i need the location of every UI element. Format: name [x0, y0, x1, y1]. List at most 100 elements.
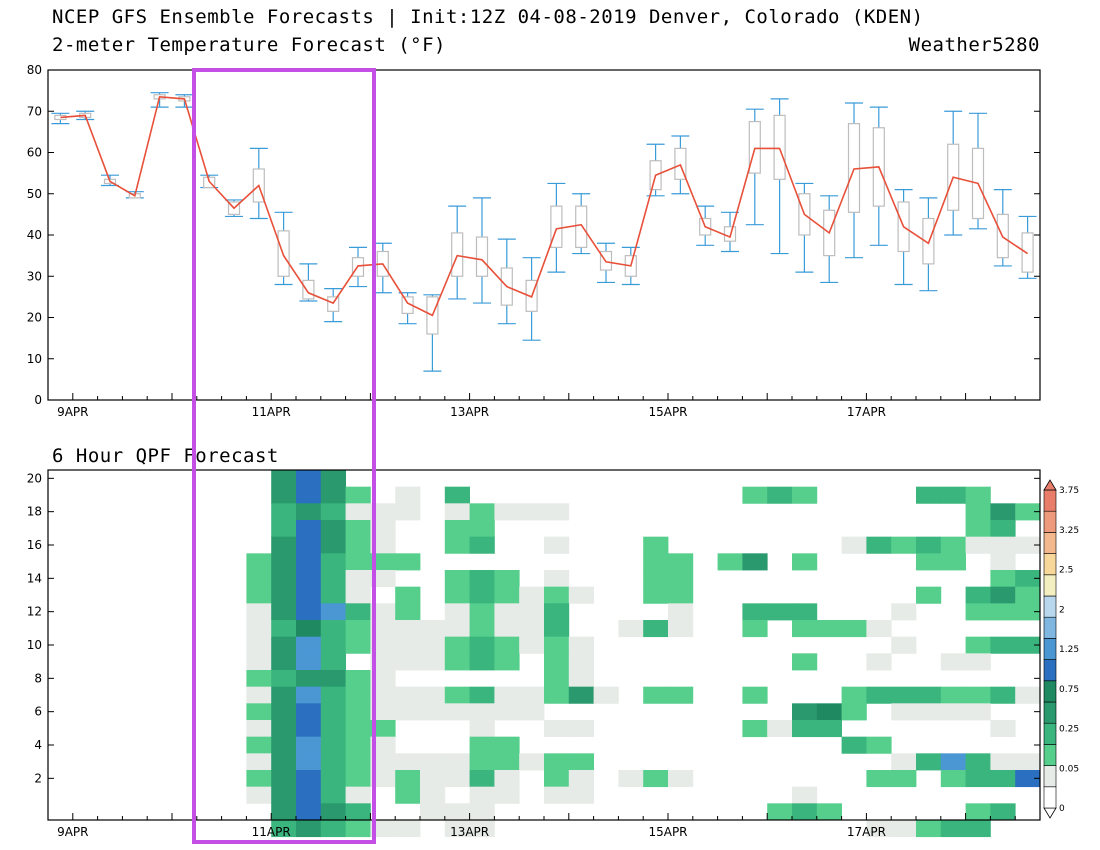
qpf-cell	[395, 786, 421, 804]
qpf-cell	[792, 486, 818, 504]
qpf-cell	[494, 686, 520, 704]
qpf-cell	[296, 603, 322, 621]
qpf-cell	[990, 503, 1016, 521]
qpf-cell	[395, 686, 421, 704]
y-tick-label: 50	[27, 187, 42, 201]
qpf-cell	[271, 470, 297, 488]
colorbar-swatch	[1043, 616, 1057, 639]
qpf-cell	[370, 570, 396, 588]
qpf-cell	[990, 770, 1016, 788]
colorbar-swatch	[1043, 532, 1057, 554]
qpf-cell	[444, 703, 470, 721]
qpf-cell	[395, 820, 421, 838]
ensemble-spread	[398, 292, 417, 325]
colorbar-swatch	[1043, 553, 1057, 576]
qpf-cell	[841, 703, 867, 721]
qpf-cell	[320, 636, 346, 654]
qpf-cell	[965, 520, 991, 538]
qpf-cell	[296, 520, 322, 538]
qpf-y-tick-label: 16	[27, 538, 42, 552]
qpf-cell	[444, 620, 470, 638]
qpf-cell	[965, 586, 991, 604]
y-tick-label: 60	[27, 146, 42, 160]
qpf-cell	[395, 553, 421, 571]
qpf-cell	[990, 520, 1016, 538]
qpf-cell	[1015, 536, 1041, 554]
colorbar-label: 1.25	[1059, 645, 1079, 655]
qpf-cell	[469, 636, 495, 654]
qpf-cell	[891, 820, 917, 838]
qpf-cell	[444, 520, 470, 538]
qpf-cell	[643, 570, 669, 588]
qpf-cell	[345, 786, 371, 804]
qpf-cell	[370, 603, 396, 621]
ensemble-spread	[572, 193, 591, 255]
colorbar-swatch	[1043, 722, 1057, 745]
qpf-y-tick-label: 2	[34, 771, 42, 785]
ensemble-spread	[448, 205, 467, 300]
temperature-plot-frame	[47, 69, 1041, 401]
qpf-cell	[965, 653, 991, 671]
qpf-cell	[296, 586, 322, 604]
qpf-cell	[544, 586, 570, 604]
qpf-cell	[1015, 636, 1041, 654]
qpf-cell	[345, 736, 371, 754]
qpf-cell	[345, 603, 371, 621]
ensemble-spread	[969, 112, 987, 230]
qpf-cell	[544, 720, 570, 738]
ensemble-spread	[1018, 215, 1037, 279]
qpf-cell	[519, 586, 545, 604]
qpf-cell	[271, 653, 297, 671]
qpf-cell	[990, 803, 1016, 821]
qpf-cell	[296, 670, 322, 688]
qpf-cell	[444, 486, 470, 504]
qpf-cell	[990, 753, 1016, 771]
qpf-cell	[544, 603, 570, 621]
qpf-cell	[891, 686, 917, 704]
qpf-cell	[792, 703, 818, 721]
qpf-cell	[271, 770, 297, 788]
qpf-cell	[320, 620, 346, 638]
qpf-heatmap	[246, 470, 1041, 838]
qpf-cell	[271, 736, 297, 754]
qpf-cell	[668, 586, 694, 604]
qpf-cell	[444, 536, 470, 554]
qpf-cell	[469, 720, 495, 738]
qpf-cell	[643, 553, 669, 571]
qpf-cell	[320, 570, 346, 588]
qpf-cell	[370, 620, 396, 638]
qpf-cell	[246, 553, 272, 571]
ensemble-spread	[770, 98, 789, 255]
qpf-cell	[1015, 686, 1041, 704]
ensemble-spread	[324, 288, 343, 323]
qpf-cell	[742, 603, 768, 621]
qpf-cell	[469, 770, 495, 788]
qpf-cell	[395, 603, 421, 621]
qpf-cell	[320, 703, 346, 721]
qpf-cell	[568, 770, 594, 788]
qpf-cell	[271, 753, 297, 771]
colorbar-swatch	[1043, 680, 1057, 703]
qpf-cell	[469, 686, 495, 704]
qpf-y-tick-label: 4	[34, 738, 42, 752]
qpf-cell	[792, 553, 818, 571]
qpf-cell	[246, 736, 272, 754]
qpf-cell	[345, 620, 371, 638]
qpf-cell	[965, 603, 991, 621]
qpf-cell	[271, 536, 297, 554]
ensemble-spread	[993, 189, 1012, 267]
qpf-cell	[544, 570, 570, 588]
qpf-cell	[444, 820, 470, 838]
x-tick-label: 13APR	[450, 405, 489, 419]
qpf-cell	[320, 603, 346, 621]
qpf-cell	[345, 636, 371, 654]
qpf-cell	[494, 736, 520, 754]
qpf-cell	[1015, 770, 1041, 788]
qpf-cell	[866, 620, 892, 638]
qpf-cell	[370, 770, 396, 788]
qpf-cell	[420, 653, 446, 671]
qpf-cell	[792, 720, 818, 738]
qpf-cell	[866, 820, 892, 838]
qpf-cell	[792, 803, 818, 821]
qpf-cell	[940, 753, 966, 771]
